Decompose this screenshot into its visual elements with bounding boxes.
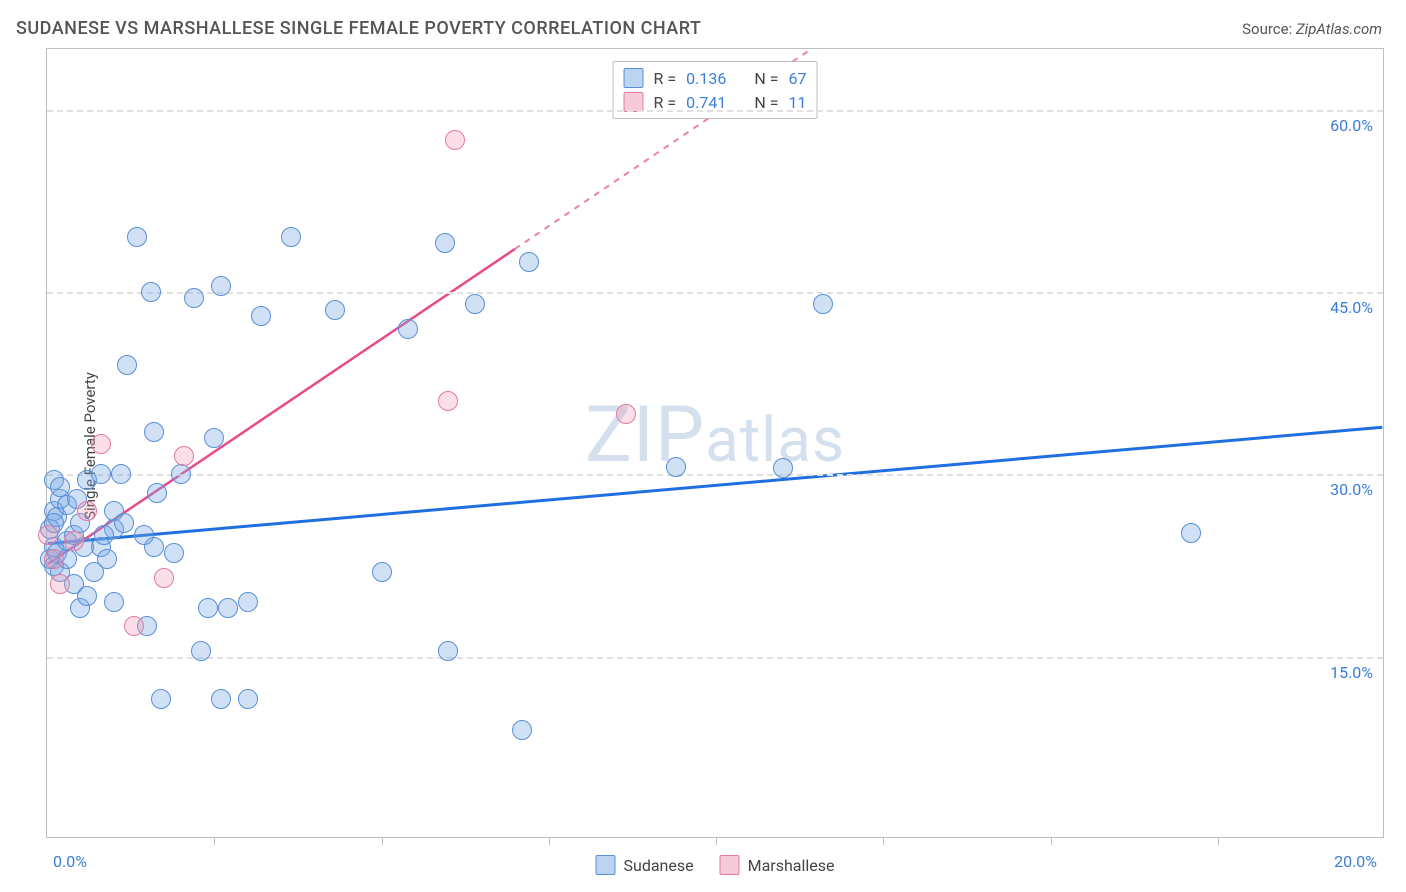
source-label: Source:	[1242, 20, 1296, 38]
legend-row-sudanese: R = 0.136 N = 67	[624, 66, 807, 90]
swatch-sudanese	[596, 855, 616, 875]
gridline	[47, 110, 1383, 112]
data-point	[438, 641, 458, 661]
data-point	[211, 276, 231, 296]
x-tick	[1051, 837, 1052, 845]
legend-n-label: N =	[754, 93, 778, 112]
swatch-marshallese	[720, 855, 740, 875]
legend-item-sudanese: Sudanese	[596, 855, 694, 875]
swatch-sudanese	[624, 68, 644, 88]
data-point	[435, 233, 455, 253]
data-point	[211, 689, 231, 709]
y-tick-label: 60.0%	[1330, 116, 1373, 135]
legend-r-label: R =	[654, 93, 677, 112]
data-point	[238, 592, 258, 612]
x-tick	[549, 837, 550, 845]
data-point	[666, 457, 686, 477]
x-tick	[214, 837, 215, 845]
data-point	[218, 598, 238, 618]
legend-r-sudanese: 0.136	[686, 69, 726, 88]
data-point	[127, 227, 147, 247]
data-point	[154, 568, 174, 588]
data-point	[171, 464, 191, 484]
x-tick	[1218, 837, 1219, 845]
data-point	[813, 294, 833, 314]
legend-r-marshallese: 0.741	[686, 93, 726, 112]
data-point	[184, 288, 204, 308]
data-point	[141, 282, 161, 302]
y-tick-label: 30.0%	[1330, 480, 1373, 499]
data-point	[398, 319, 418, 339]
chart-title: SUDANESE VS MARSHALLESE SINGLE FEMALE PO…	[16, 18, 701, 39]
data-point	[204, 428, 224, 448]
x-tick	[716, 837, 717, 845]
data-point	[117, 355, 137, 375]
gridline	[47, 292, 1383, 294]
y-tick-label: 45.0%	[1330, 298, 1373, 317]
data-point	[77, 501, 97, 521]
data-point	[616, 404, 636, 424]
chart-area: ZIPatlas R = 0.136 N = 67 R = 0.741 N = …	[46, 48, 1384, 838]
data-point	[124, 616, 144, 636]
data-point	[465, 294, 485, 314]
data-point	[144, 422, 164, 442]
data-point	[64, 531, 84, 551]
data-point	[44, 549, 64, 569]
data-point	[773, 458, 793, 478]
legend-label-sudanese: Sudanese	[624, 856, 694, 875]
data-point	[104, 592, 124, 612]
gridline	[47, 657, 1383, 659]
series-legend: Sudanese Marshallese	[596, 855, 835, 875]
data-point	[164, 543, 184, 563]
x-tick-label: 20.0%	[1334, 852, 1377, 871]
legend-r-label: R =	[654, 69, 677, 88]
x-tick-label: 0.0%	[53, 852, 87, 871]
legend-n-label: N =	[754, 69, 778, 88]
legend-n-sudanese: 67	[788, 69, 806, 88]
data-point	[50, 574, 70, 594]
gridline	[47, 474, 1383, 476]
data-point	[91, 434, 111, 454]
data-point	[198, 598, 218, 618]
data-point	[438, 391, 458, 411]
data-point	[372, 562, 392, 582]
plot-area: ZIPatlas R = 0.136 N = 67 R = 0.741 N = …	[47, 49, 1383, 837]
data-point	[77, 586, 97, 606]
legend-item-marshallese: Marshallese	[720, 855, 835, 875]
y-tick-label: 15.0%	[1330, 663, 1373, 682]
data-point	[519, 252, 539, 272]
data-point	[91, 464, 111, 484]
data-point	[38, 525, 58, 545]
source-attribution: Source: ZipAtlas.com	[1242, 20, 1382, 38]
data-point	[325, 300, 345, 320]
data-point	[151, 689, 171, 709]
data-point	[134, 525, 154, 545]
data-point	[251, 306, 271, 326]
legend-label-marshallese: Marshallese	[748, 856, 835, 875]
data-point	[1181, 523, 1201, 543]
data-point	[174, 446, 194, 466]
data-point	[114, 513, 134, 533]
data-point	[94, 525, 114, 545]
data-point	[238, 689, 258, 709]
data-point	[281, 227, 301, 247]
data-point	[445, 130, 465, 150]
data-point	[147, 483, 167, 503]
data-point	[84, 562, 104, 582]
source-value: ZipAtlas.com	[1296, 20, 1382, 38]
trend-lines	[47, 49, 1383, 837]
legend-n-marshallese: 11	[788, 93, 806, 112]
data-point	[512, 720, 532, 740]
x-tick	[382, 837, 383, 845]
data-point	[111, 464, 131, 484]
data-point	[191, 641, 211, 661]
x-tick	[883, 837, 884, 845]
